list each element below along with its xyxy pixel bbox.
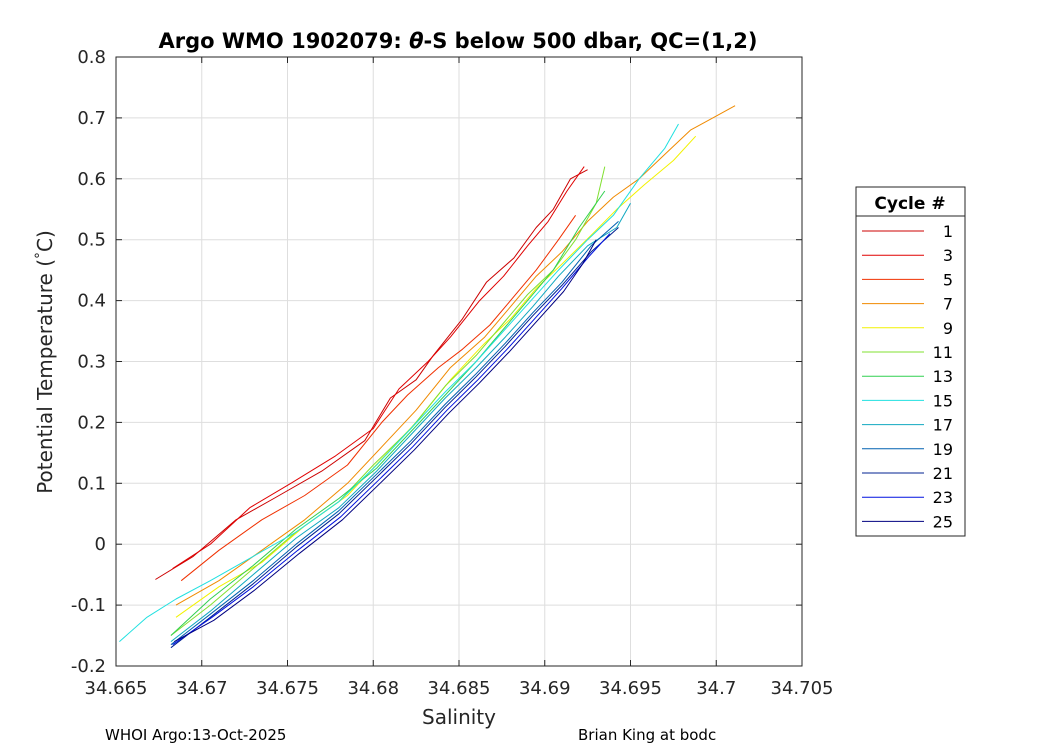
y-tick-labels: -0.2 -0.1 0 0.1 0.2 0.3 0.4 0.5 0.6 0.7 0.8 (71, 47, 106, 677)
series-line (170, 190, 606, 636)
series-line (170, 221, 619, 646)
x-tick-label: 34.695 (599, 678, 662, 699)
y-tick-label: 0.8 (77, 47, 106, 68)
legend-box (855, 186, 966, 537)
series-line (155, 169, 588, 580)
series-line (119, 123, 679, 642)
legend-label: 3 (943, 246, 953, 265)
legend-label: 13 (933, 367, 953, 386)
legend-label: 9 (943, 319, 953, 338)
plot-area: 34.665 34.67 34.675 34.68 34.685 34.69 34.695 3… (71, 47, 834, 699)
legend-label: 15 (933, 391, 953, 410)
axis-ticks (115, 56, 803, 667)
y-tick-label: -0.2 (71, 656, 106, 677)
series-line (175, 135, 697, 618)
legend-label: 21 (933, 464, 953, 483)
legend-label: 1 (943, 222, 953, 241)
y-tick-label: 0.2 (77, 412, 106, 433)
footer-author: Brian King at bodc (578, 726, 717, 744)
series-line (172, 233, 611, 646)
x-tick-label: 34.69 (519, 678, 571, 699)
series-lines (119, 105, 736, 649)
legend-label: 19 (933, 440, 953, 459)
y-tick-label: 0.1 (77, 473, 106, 494)
legend-label: 17 (933, 416, 953, 435)
legend-label: 5 (943, 270, 953, 289)
chart-title: Argo WMO 1902079: θ-S below 500 dbar, QC… (158, 29, 757, 53)
footer-source: WHOI Argo:13-Oct-2025 (105, 726, 287, 744)
x-tick-label: 34.7 (696, 678, 736, 699)
series-line (170, 166, 606, 636)
x-tick-label: 34.685 (428, 678, 491, 699)
legend-label: 23 (933, 488, 953, 507)
series-line (170, 227, 619, 649)
legend-label: 11 (933, 343, 953, 362)
x-tick-label: 34.665 (85, 678, 148, 699)
x-tick-label: 34.705 (771, 678, 834, 699)
series-line (175, 105, 736, 606)
y-tick-label: 0.4 (77, 291, 106, 312)
x-axis-label: Salinity (422, 705, 496, 729)
legend-label: 25 (933, 512, 953, 531)
y-tick-label: 0.3 (77, 352, 106, 373)
series-line (172, 166, 585, 570)
series-line (170, 202, 631, 642)
y-tick-label: -0.1 (71, 595, 106, 616)
y-tick-label: 0.6 (77, 169, 106, 190)
x-tick-labels: 34.665 34.67 34.675 34.68 34.685 34.69 34.695 3… (85, 678, 834, 699)
y-tick-label: 0 (95, 534, 106, 555)
series-line (174, 239, 597, 643)
series-line (180, 215, 577, 582)
x-tick-label: 34.67 (176, 678, 228, 699)
x-tick-label: 34.68 (347, 678, 399, 699)
legend-label: 7 (943, 295, 953, 314)
x-tick-label: 34.675 (256, 678, 319, 699)
y-tick-label: 0.7 (77, 108, 106, 129)
legend-title: Cycle # (874, 194, 945, 214)
y-axis-label: Potential Temperature (°C) (33, 230, 57, 494)
y-tick-label: 0.5 (77, 230, 106, 251)
